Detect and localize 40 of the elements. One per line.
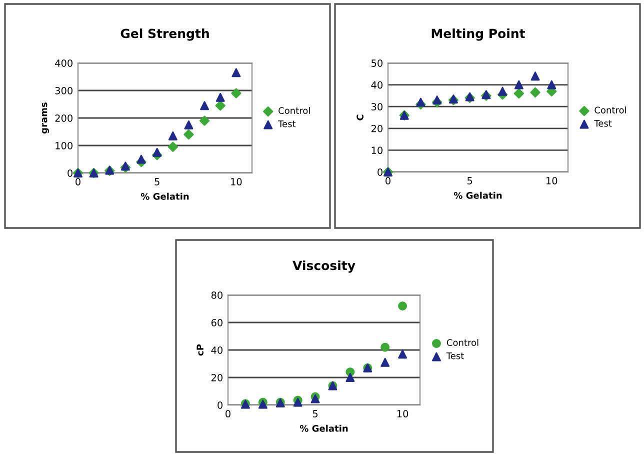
y-tick-label: 10 bbox=[372, 146, 382, 154]
y-tick-label: 0 bbox=[378, 168, 382, 176]
x-tick-label: 10 bbox=[397, 410, 408, 418]
x-tick-label: 0 bbox=[76, 178, 80, 186]
chart-title: Viscosity bbox=[292, 260, 356, 273]
y-tick-label: 20 bbox=[371, 124, 382, 132]
x-tick-label: 10 bbox=[231, 178, 242, 186]
y-tick-label: 0 bbox=[68, 169, 72, 177]
y-tick-label: 30 bbox=[372, 103, 382, 110]
y-tick-label: 100 bbox=[56, 142, 72, 150]
y-tick-label: 40 bbox=[371, 81, 382, 89]
y-tick-label: 0 bbox=[218, 401, 222, 409]
legend-label: Test bbox=[594, 120, 612, 127]
y-tick-label: 20 bbox=[211, 374, 222, 382]
y-tick-label: 40 bbox=[211, 346, 222, 354]
legend-label: Test bbox=[278, 120, 296, 128]
x-tick-label: 0 bbox=[386, 177, 390, 184]
y-axis-title: C bbox=[356, 114, 364, 120]
chart-title: Melting Point bbox=[432, 28, 525, 41]
x-axis-title: % Gelatin bbox=[300, 424, 348, 432]
y-tick-label: 80 bbox=[211, 291, 222, 299]
x-tick-label: 0 bbox=[226, 410, 230, 418]
chart-title: Gel Strength bbox=[120, 28, 209, 41]
legend-label: Control bbox=[278, 107, 310, 114]
x-tick-label: 5 bbox=[154, 178, 160, 186]
x-tick-label: 5 bbox=[467, 177, 472, 184]
y-tick-label: 50 bbox=[372, 59, 382, 67]
y-tick-label: 400 bbox=[55, 59, 72, 67]
y-axis-title: grams bbox=[42, 102, 50, 134]
legend-label: Control bbox=[594, 106, 626, 114]
x-axis-title: % Gelatin bbox=[454, 192, 502, 199]
y-tick-label: 60 bbox=[211, 318, 222, 326]
x-tick-label: 5 bbox=[312, 410, 318, 418]
y-tick-label: 300 bbox=[55, 86, 72, 94]
x-tick-label: 10 bbox=[546, 177, 558, 184]
legend-label: Control bbox=[446, 339, 478, 346]
y-tick-label: 200 bbox=[55, 114, 72, 122]
x-axis-title: % Gelatin bbox=[140, 192, 189, 200]
y-axis-title: cP bbox=[196, 344, 204, 356]
legend-label: Test bbox=[446, 352, 464, 360]
